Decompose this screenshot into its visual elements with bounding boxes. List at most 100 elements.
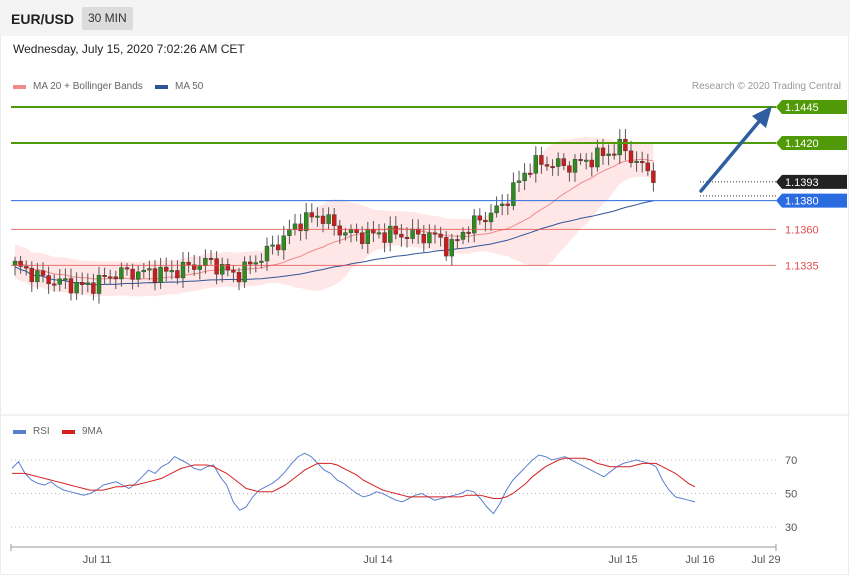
candle — [623, 129, 628, 161]
x-tick-label: Jul 15 — [608, 554, 637, 566]
candle — [169, 260, 175, 280]
candle — [247, 255, 253, 274]
candle — [556, 152, 561, 176]
rsi-ma-line — [12, 457, 696, 499]
level-label: 1.1420 — [785, 138, 819, 150]
level-last-price: 1.1393 — [700, 174, 847, 197]
legend-ma50: MA 50 — [155, 81, 203, 92]
candle — [79, 272, 85, 295]
candle — [477, 208, 482, 225]
candle — [320, 207, 326, 233]
arrow-head — [752, 106, 772, 128]
candle — [102, 267, 107, 285]
candle — [522, 163, 527, 191]
candle — [270, 235, 275, 255]
legend-label: RSI — [33, 426, 50, 437]
forecast-arrow — [699, 106, 772, 193]
candle — [337, 220, 342, 244]
chart-header: EUR/USD 30 MIN — [0, 0, 850, 36]
x-tick-label: Jul 16 — [685, 554, 714, 566]
candle — [360, 226, 365, 250]
candle — [214, 251, 219, 285]
rsi-level-label: 50 — [785, 489, 797, 501]
x-tick-label: Jul 14 — [363, 554, 392, 566]
candle — [617, 129, 622, 164]
price-levels: 1.1445 1.1420 1.1393 1.1380 1.1360 1.1335 — [11, 100, 847, 272]
rsi-level-label: 30 — [785, 522, 797, 534]
level-label: 1.1445 — [785, 102, 819, 114]
candle — [567, 161, 572, 182]
candle — [561, 153, 566, 171]
level-label: 1.1380 — [785, 196, 819, 208]
candle — [315, 207, 320, 227]
level-label: 1.1335 — [785, 260, 819, 272]
candle — [511, 172, 516, 211]
candle — [298, 213, 303, 241]
candle — [68, 268, 74, 301]
candle — [91, 273, 96, 301]
legend-rsi-ma: 9MA — [62, 426, 103, 437]
candle — [135, 265, 141, 288]
level-label: 1.1360 — [785, 224, 819, 236]
symbol-label: EUR/USD — [11, 11, 75, 27]
candle — [113, 270, 119, 290]
candle — [449, 233, 454, 266]
candle — [528, 163, 533, 178]
candle — [276, 235, 281, 256]
level-resistance-1: 1.1420 — [11, 136, 847, 150]
candle — [438, 226, 443, 247]
candle — [393, 216, 398, 240]
candle — [208, 249, 214, 265]
level-pivot: 1.1380 — [11, 193, 847, 208]
candle — [578, 153, 583, 165]
candle — [180, 252, 186, 288]
candle — [281, 225, 286, 260]
x-tick-label: Jul 11 — [83, 554, 112, 566]
candle — [572, 154, 578, 182]
candle — [550, 159, 555, 176]
candle — [326, 207, 331, 230]
legend-ma20-bollinger: MA 20 + Bollinger Bands — [13, 81, 143, 92]
candle — [46, 266, 51, 294]
candle — [455, 234, 460, 249]
candle — [96, 266, 102, 304]
candle — [612, 144, 617, 160]
candle — [382, 223, 387, 253]
candle — [533, 146, 538, 183]
candle — [343, 227, 348, 241]
candle — [18, 255, 23, 274]
legend-swatch — [13, 84, 26, 89]
candle — [158, 257, 163, 289]
candle — [483, 211, 488, 232]
candle — [505, 193, 510, 215]
timeframe-button[interactable]: 30 MIN — [82, 7, 133, 30]
candle — [634, 151, 639, 172]
credit-text: Research © 2020 Trading Central — [691, 81, 841, 92]
candle — [74, 272, 79, 300]
candle — [130, 263, 135, 290]
chart-datetime: Wednesday, July 15, 2020 7:02:26 AM CET — [13, 42, 245, 56]
legend-swatch — [155, 84, 168, 89]
candle — [225, 258, 231, 277]
candle — [24, 260, 29, 276]
candle — [488, 204, 494, 232]
x-tick-label: Jul 29 — [751, 554, 780, 566]
candle — [147, 260, 152, 281]
rsi-level-label: 70 — [785, 455, 797, 467]
candle — [404, 227, 410, 248]
candle — [304, 202, 309, 240]
candle — [399, 224, 404, 247]
candle — [175, 260, 180, 285]
candle — [472, 209, 477, 243]
candle — [163, 257, 169, 282]
candle — [186, 252, 191, 273]
level-support-2: 1.1335 — [11, 260, 819, 272]
level-label-box — [776, 174, 847, 189]
candle — [219, 257, 225, 283]
candle — [500, 194, 505, 216]
candle — [231, 265, 236, 283]
candle — [107, 269, 113, 284]
candle — [236, 267, 242, 291]
level-label-box — [776, 193, 847, 208]
candle — [640, 151, 645, 173]
